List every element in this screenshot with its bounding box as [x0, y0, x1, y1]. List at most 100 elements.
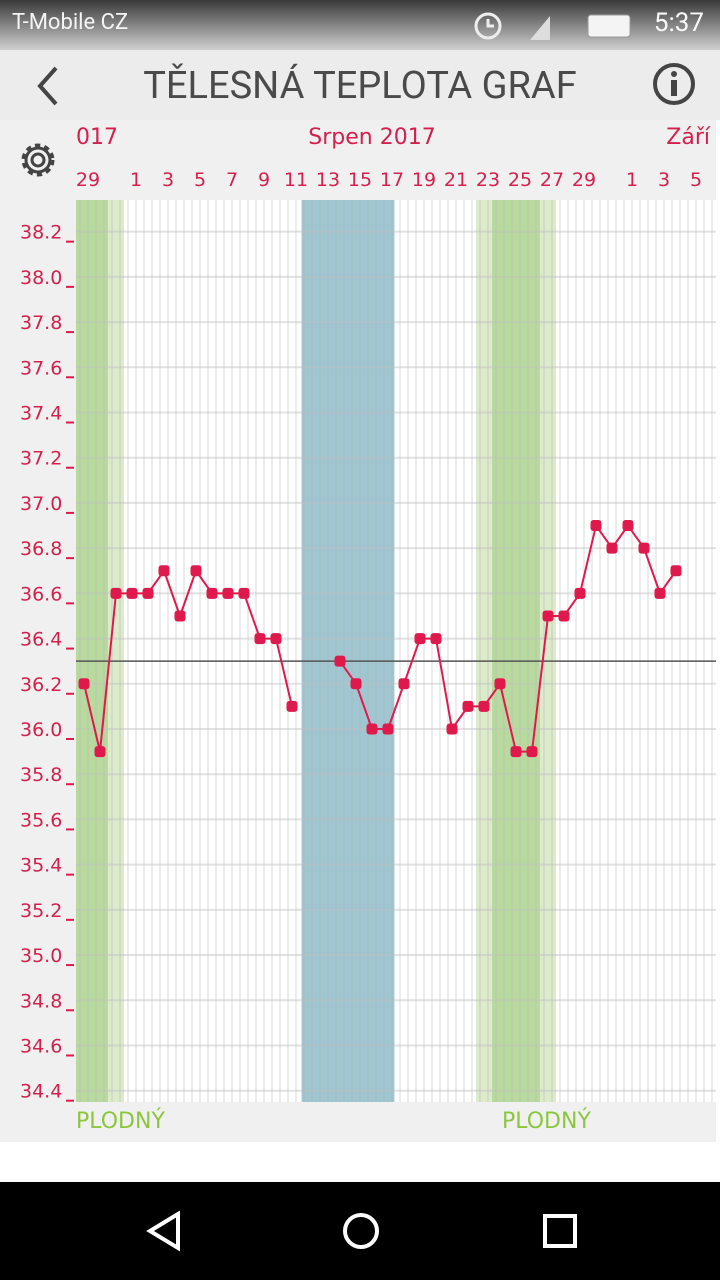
temperature-point	[462, 700, 474, 712]
day-label: 5	[690, 169, 702, 191]
temperature-point	[94, 746, 106, 758]
temperature-point	[558, 610, 570, 622]
carrier: T-Mobile CZ	[12, 10, 129, 35]
fertile-peak-band	[76, 200, 108, 1102]
temperature-point	[606, 542, 618, 554]
day-label: 29	[76, 169, 100, 191]
temperature-point	[670, 565, 682, 577]
y-tick-label: 36.4	[20, 629, 62, 651]
y-tick-label: 38.2	[20, 222, 62, 244]
temperature-point	[638, 542, 650, 554]
y-tick-label: 36.2	[20, 674, 62, 696]
temperature-point	[574, 587, 586, 599]
temperature-point	[206, 587, 218, 599]
home-key[interactable]	[343, 1213, 379, 1249]
chart-panel: 34.4 34.6 34.8 35.0 35.2 35.4 35.6 35.8 36.0 36.2…	[0, 120, 716, 1142]
day-label: 3	[162, 169, 174, 191]
recents-key[interactable]	[543, 1214, 577, 1248]
day-label: 15	[348, 169, 372, 191]
info-button[interactable]	[650, 60, 700, 110]
temperature-point	[366, 723, 378, 735]
temperature-point	[430, 633, 442, 645]
temperature-point	[414, 633, 426, 645]
temperature-point	[286, 700, 298, 712]
temperature-point	[398, 678, 410, 690]
fertile-label: PLODNÝ	[76, 1108, 165, 1134]
day-label: 19	[412, 169, 436, 191]
temperature-point	[334, 655, 346, 667]
y-tick-label: 34.4	[20, 1081, 62, 1103]
day-label: 5	[194, 169, 206, 191]
temperature-point	[238, 587, 250, 599]
temperature-point	[350, 678, 362, 690]
y-tick-label: 34.8	[20, 990, 62, 1012]
temperature-point	[158, 565, 170, 577]
status-bar: T-Mobile CZ 5:37	[0, 0, 720, 50]
temperature-point	[190, 565, 202, 577]
y-tick-label: 36.0	[20, 719, 62, 741]
temperature-point	[590, 520, 602, 532]
day-label: 21	[444, 169, 468, 191]
day-label: 23	[476, 169, 500, 191]
temperature-point	[494, 678, 506, 690]
day-label: 3	[658, 169, 670, 191]
period-band	[301, 200, 395, 1102]
temperature-point	[446, 723, 458, 735]
y-tick-label: 35.4	[20, 855, 62, 877]
y-tick-label: 37.2	[20, 448, 62, 470]
temperature-point	[510, 746, 522, 758]
month-label: 017	[76, 125, 118, 150]
temperature-point	[222, 587, 234, 599]
temperature-point	[622, 520, 634, 532]
app-header: TĚLESNÁ TEPLOTA GRAF	[0, 50, 720, 120]
temperature-point	[78, 678, 90, 690]
month-label: Srpen 2017	[308, 125, 435, 150]
y-tick-label: 36.8	[20, 538, 62, 560]
clock: 5:37	[653, 8, 704, 38]
y-tick-label: 37.8	[20, 312, 62, 334]
day-label: 11	[284, 169, 308, 191]
temperature-point	[142, 587, 154, 599]
day-label: 1	[626, 169, 638, 191]
y-tick-label: 35.2	[20, 900, 62, 922]
y-tick-label: 37.0	[20, 493, 62, 515]
day-label: 1	[130, 169, 142, 191]
status-icons	[474, 12, 631, 40]
y-tick-label: 37.6	[20, 357, 62, 379]
chart: 34.4 34.6 34.8 35.0 35.2 35.4 35.6 35.8 36.0 36.2…	[20, 125, 716, 1134]
day-label: 7	[226, 169, 238, 191]
y-tick-label: 35.8	[20, 764, 62, 786]
back-button[interactable]	[30, 60, 70, 110]
fertile-peak-band	[492, 200, 540, 1102]
navigation-bar	[0, 1182, 720, 1280]
fertile-label: PLODNÝ	[502, 1108, 591, 1134]
day-label: 9	[258, 169, 270, 191]
y-tick-label: 38.0	[20, 267, 62, 289]
y-tick-label: 35.0	[20, 945, 62, 967]
temperature-point	[382, 723, 394, 735]
temperature-point	[254, 633, 266, 645]
temperature-point	[126, 587, 138, 599]
day-label: 25	[508, 169, 532, 191]
temperature-point	[270, 633, 282, 645]
day-label: 29	[572, 169, 596, 191]
day-label: 13	[316, 169, 340, 191]
temperature-point	[654, 587, 666, 599]
plot-area	[76, 200, 716, 1102]
temperature-point	[542, 610, 554, 622]
day-label: 17	[380, 169, 404, 191]
y-tick-label: 36.6	[20, 583, 62, 605]
y-tick-label: 34.6	[20, 1035, 62, 1057]
nav-buttons	[146, 1210, 577, 1252]
settings-button[interactable]	[21, 143, 55, 177]
screen-title: TĚLESNÁ TEPLOTA GRAF	[143, 64, 577, 108]
y-tick-label: 37.4	[20, 403, 62, 425]
y-tick-label: 35.6	[20, 809, 62, 831]
temperature-point	[478, 700, 490, 712]
day-label: 27	[540, 169, 564, 191]
temperature-point	[110, 587, 122, 599]
month-label: Září	[666, 125, 711, 150]
back-key[interactable]	[146, 1210, 180, 1252]
temperature-point	[526, 746, 538, 758]
